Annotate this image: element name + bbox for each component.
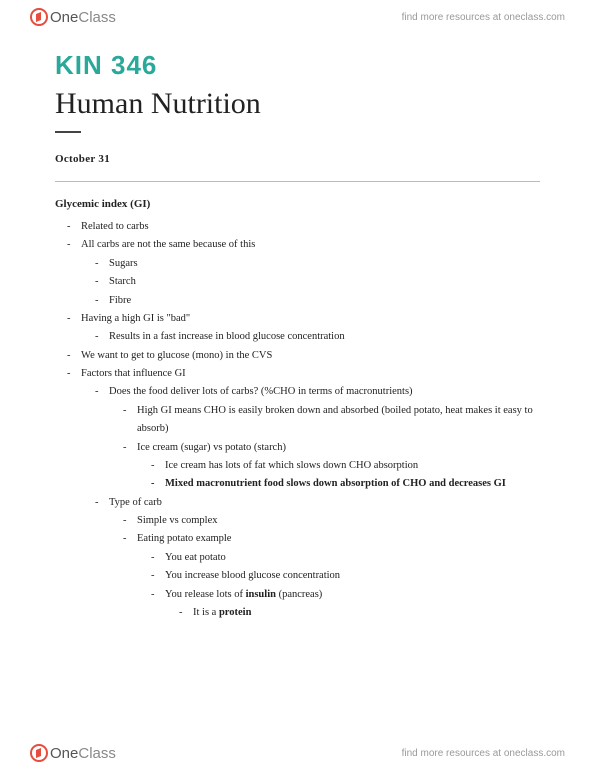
- brand-logo-footer: OneClass: [30, 744, 116, 762]
- page-footer: OneClass find more resources at oneclass…: [0, 740, 595, 770]
- list-item: Does the food deliver lots of carbs? (%C…: [95, 383, 540, 401]
- bold-text: insulin: [246, 589, 276, 600]
- list-item: Mixed macronutrient food slows down abso…: [151, 475, 540, 493]
- document-content: KIN 346 Human Nutrition October 31 Glyce…: [0, 30, 595, 632]
- text: (pancreas): [276, 589, 322, 600]
- title-rule: [55, 131, 81, 133]
- logo-icon: [30, 744, 48, 762]
- logo-class: Class: [78, 9, 116, 26]
- bold-text: protein: [219, 607, 251, 618]
- list-item: All carbs are not the same because of th…: [67, 236, 540, 254]
- list-item: Ice cream has lots of fat which slows do…: [151, 457, 540, 475]
- logo-one: One: [50, 9, 78, 26]
- logo-icon: [30, 8, 48, 26]
- list-item: You eat potato: [151, 549, 540, 567]
- list-item: We want to get to glucose (mono) in the …: [67, 347, 540, 365]
- list-item: Eating potato example: [123, 530, 540, 548]
- list-item: It is a protein: [179, 604, 540, 622]
- section-heading: Glycemic index (GI): [55, 198, 540, 210]
- list-item: Having a high GI is "bad": [67, 310, 540, 328]
- list-item: Related to carbs: [67, 218, 540, 236]
- notes-list: Related to carbs All carbs are not the s…: [55, 218, 540, 622]
- list-item: Type of carb: [95, 494, 540, 512]
- footer-tagline: find more resources at oneclass.com: [402, 748, 565, 759]
- list-item: Factors that influence GI: [67, 365, 540, 383]
- list-item: You increase blood glucose concentration: [151, 567, 540, 585]
- lecture-date: October 31: [55, 153, 540, 165]
- logo-one: One: [50, 745, 78, 762]
- list-item: Results in a fast increase in blood gluc…: [95, 328, 540, 346]
- list-item: Starch: [95, 273, 540, 291]
- logo-text: OneClass: [50, 9, 116, 26]
- list-item: Sugars: [95, 255, 540, 273]
- divider: [55, 181, 540, 182]
- document-title: Human Nutrition: [55, 87, 540, 121]
- list-item: Fibre: [95, 292, 540, 310]
- text: It is a: [193, 607, 219, 618]
- logo-class: Class: [78, 745, 116, 762]
- text: You release lots of: [165, 589, 246, 600]
- list-item: Simple vs complex: [123, 512, 540, 530]
- logo-text: OneClass: [50, 745, 116, 762]
- page-header: OneClass find more resources at oneclass…: [0, 0, 595, 30]
- brand-logo: OneClass: [30, 8, 116, 26]
- list-item: You release lots of insulin (pancreas): [151, 586, 540, 604]
- list-item: Ice cream (sugar) vs potato (starch): [123, 439, 540, 457]
- header-tagline: find more resources at oneclass.com: [402, 12, 565, 23]
- list-item: High GI means CHO is easily broken down …: [123, 402, 540, 439]
- course-code: KIN 346: [55, 50, 540, 81]
